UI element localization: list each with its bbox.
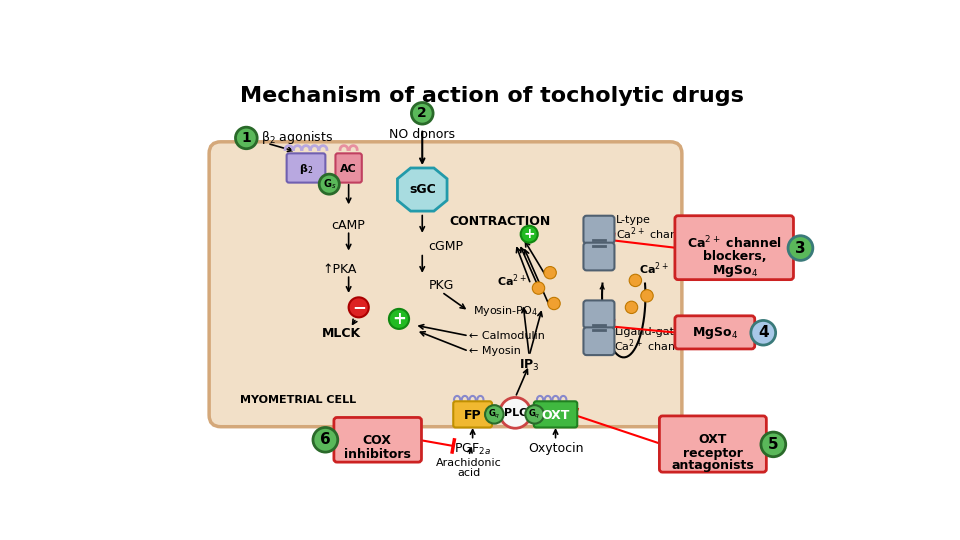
FancyBboxPatch shape [584, 215, 614, 244]
Circle shape [412, 103, 433, 124]
Circle shape [641, 289, 653, 302]
Text: MgSo$_4$: MgSo$_4$ [711, 264, 757, 280]
Text: Ca$^{2+}$: Ca$^{2+}$ [639, 261, 669, 277]
Text: Ca$^{2+}$: Ca$^{2+}$ [497, 272, 527, 289]
Text: OXT: OXT [541, 409, 569, 422]
Circle shape [520, 226, 538, 242]
Text: G$_q$: G$_q$ [488, 408, 500, 421]
Text: Oxytocin: Oxytocin [528, 442, 584, 455]
Text: Ca$^{2+}$ channel: Ca$^{2+}$ channel [687, 234, 782, 251]
Circle shape [788, 236, 813, 260]
Text: acid: acid [457, 468, 480, 478]
Text: MgSo$_4$: MgSo$_4$ [692, 325, 738, 341]
FancyBboxPatch shape [675, 215, 794, 280]
FancyBboxPatch shape [334, 417, 421, 462]
Circle shape [348, 298, 369, 318]
Text: L-type: L-type [616, 215, 651, 225]
Text: IP$_3$: IP$_3$ [518, 357, 540, 373]
Text: Mechanism of action of tocholytic drugs: Mechanism of action of tocholytic drugs [240, 86, 744, 106]
Circle shape [235, 127, 257, 149]
Text: 5: 5 [768, 437, 779, 452]
FancyBboxPatch shape [287, 153, 325, 183]
FancyBboxPatch shape [660, 416, 766, 472]
FancyBboxPatch shape [209, 142, 682, 427]
Text: PGF$_{2a}$: PGF$_{2a}$ [454, 442, 492, 457]
Text: +: + [523, 227, 535, 241]
Circle shape [532, 282, 544, 294]
Text: PKG: PKG [428, 279, 454, 292]
Text: COX: COX [363, 434, 392, 448]
Circle shape [500, 397, 531, 428]
Text: FP: FP [464, 409, 481, 422]
Circle shape [625, 301, 637, 314]
Text: receptor: receptor [683, 447, 743, 460]
Circle shape [544, 267, 557, 279]
Circle shape [751, 320, 776, 345]
Text: 6: 6 [320, 433, 331, 447]
Text: ← Calmodulin: ← Calmodulin [468, 331, 544, 341]
Text: 3: 3 [795, 240, 805, 255]
FancyBboxPatch shape [453, 401, 492, 428]
Text: Ca$^{2+}$ channel: Ca$^{2+}$ channel [614, 338, 692, 354]
Text: cAMP: cAMP [332, 219, 366, 232]
Text: blockers,: blockers, [703, 249, 766, 262]
FancyBboxPatch shape [584, 242, 614, 271]
Text: 4: 4 [758, 325, 769, 340]
Text: antagonists: antagonists [671, 459, 755, 472]
Text: Myosin-PO$_4$: Myosin-PO$_4$ [472, 304, 538, 318]
FancyBboxPatch shape [584, 300, 614, 328]
Text: PLC: PLC [504, 408, 527, 418]
Text: 2: 2 [418, 106, 427, 120]
Text: Ligand-gated: Ligand-gated [614, 327, 688, 336]
Text: −: − [351, 298, 366, 316]
FancyBboxPatch shape [675, 316, 755, 349]
Text: CONTRACTION: CONTRACTION [449, 215, 550, 228]
Text: MLCK: MLCK [323, 327, 361, 340]
Circle shape [761, 432, 785, 457]
Text: cGMP: cGMP [428, 240, 464, 253]
Text: ↑PKA: ↑PKA [323, 264, 356, 276]
Text: +: + [392, 310, 406, 328]
Text: G$_q$: G$_q$ [528, 408, 540, 421]
Circle shape [389, 309, 409, 329]
Text: β$_2$ agonists: β$_2$ agonists [261, 130, 333, 146]
FancyBboxPatch shape [335, 153, 362, 183]
Polygon shape [397, 168, 447, 211]
Circle shape [629, 274, 641, 287]
Text: Arachidonic: Arachidonic [436, 457, 502, 468]
Text: NO donors: NO donors [389, 128, 455, 141]
Text: 1: 1 [242, 131, 252, 145]
FancyBboxPatch shape [584, 327, 614, 355]
Circle shape [313, 428, 338, 452]
Text: β$_2$: β$_2$ [299, 162, 313, 176]
Text: G$_s$: G$_s$ [323, 177, 336, 191]
Circle shape [525, 405, 544, 423]
Text: sGC: sGC [409, 183, 436, 196]
FancyBboxPatch shape [534, 401, 577, 428]
Text: Ca$^{2+}$ channel: Ca$^{2+}$ channel [616, 225, 694, 241]
Text: AC: AC [340, 164, 357, 174]
Text: ← Myosin: ← Myosin [468, 346, 520, 356]
Circle shape [548, 298, 561, 309]
Text: inhibitors: inhibitors [344, 448, 411, 461]
Circle shape [319, 174, 339, 194]
Text: MYOMETRIAL CELL: MYOMETRIAL CELL [240, 395, 356, 405]
Text: OXT: OXT [699, 433, 727, 446]
Circle shape [485, 405, 504, 423]
